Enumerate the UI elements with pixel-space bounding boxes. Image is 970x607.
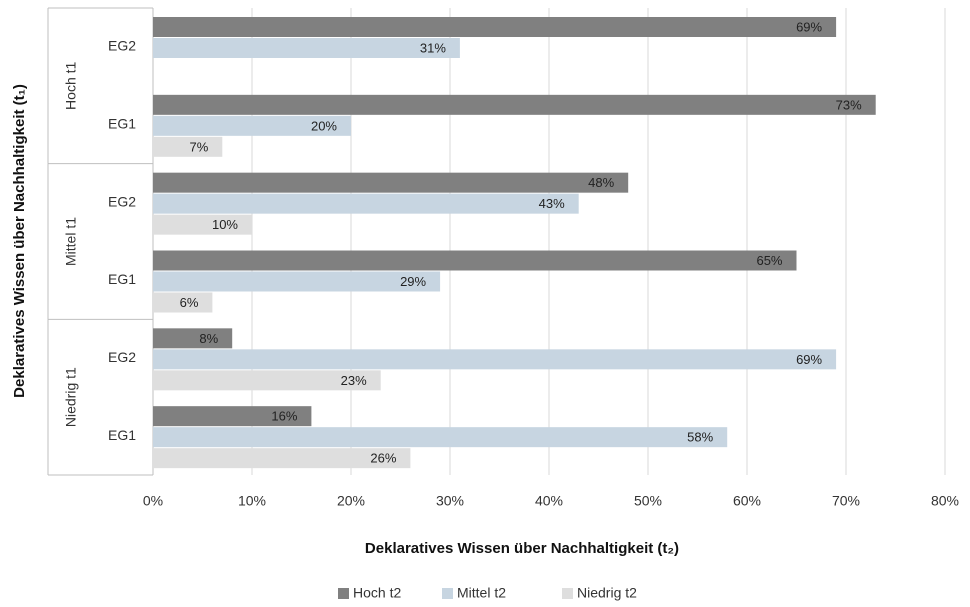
data-label: 58% <box>687 430 713 445</box>
y-tick-label: EG2 <box>108 349 136 365</box>
legend-label: Mittel t2 <box>457 585 506 601</box>
bar <box>153 193 579 214</box>
data-label: 6% <box>180 295 199 310</box>
x-tick-label: 0% <box>143 493 163 509</box>
data-label: 69% <box>796 19 822 34</box>
bar <box>153 328 233 349</box>
bar <box>153 172 629 193</box>
bar <box>153 214 252 235</box>
legend-swatch <box>562 588 573 599</box>
data-label: 23% <box>341 373 367 388</box>
legend-swatch <box>442 588 453 599</box>
bar <box>153 271 441 292</box>
data-label: 8% <box>199 331 218 346</box>
data-label: 26% <box>370 451 396 466</box>
x-tick-label: 70% <box>832 493 860 509</box>
data-label: 16% <box>271 409 297 424</box>
bar <box>153 17 837 37</box>
data-label: 48% <box>588 175 614 190</box>
y-tick-label: EG1 <box>108 115 136 131</box>
bar <box>153 115 351 136</box>
legend-label: Niedrig t2 <box>577 585 637 601</box>
data-label: 7% <box>190 139 209 154</box>
group-label: Niedrig t1 <box>63 367 79 427</box>
group-label: Hoch t1 <box>63 61 79 109</box>
data-label: 29% <box>400 274 426 289</box>
bar <box>153 349 837 370</box>
bar <box>153 427 728 448</box>
data-label: 31% <box>420 40 446 55</box>
bar <box>153 370 381 391</box>
x-tick-label: 80% <box>931 493 959 509</box>
bar <box>153 250 797 271</box>
x-tick-label: 50% <box>634 493 662 509</box>
y-tick-label: EG1 <box>108 271 136 287</box>
data-label: 65% <box>756 253 782 268</box>
bar <box>153 292 213 313</box>
data-label: 43% <box>539 196 565 211</box>
bar <box>153 406 312 427</box>
group-label: Mittel t1 <box>63 217 79 266</box>
bar <box>153 448 411 469</box>
data-label: 73% <box>836 97 862 112</box>
legend-swatch <box>338 588 349 599</box>
data-label: 10% <box>212 217 238 232</box>
x-tick-label: 20% <box>337 493 365 509</box>
x-tick-label: 40% <box>535 493 563 509</box>
bar <box>153 136 223 157</box>
x-tick-label: 10% <box>238 493 266 509</box>
bar <box>153 94 876 115</box>
x-tick-label: 30% <box>436 493 464 509</box>
y-tick-label: EG2 <box>108 193 136 209</box>
y-axis-title: Deklaratives Wissen über Nachhaltigkeit … <box>11 84 28 398</box>
legend-label: Hoch t2 <box>353 585 401 601</box>
data-label: 69% <box>796 352 822 367</box>
data-label: 20% <box>311 118 337 133</box>
x-tick-label: 60% <box>733 493 761 509</box>
x-axis-title: Deklaratives Wissen über Nachhaltigkeit … <box>365 540 679 557</box>
y-tick-label: EG2 <box>108 38 136 54</box>
y-tick-label: EG1 <box>108 427 136 443</box>
bar <box>153 38 460 58</box>
